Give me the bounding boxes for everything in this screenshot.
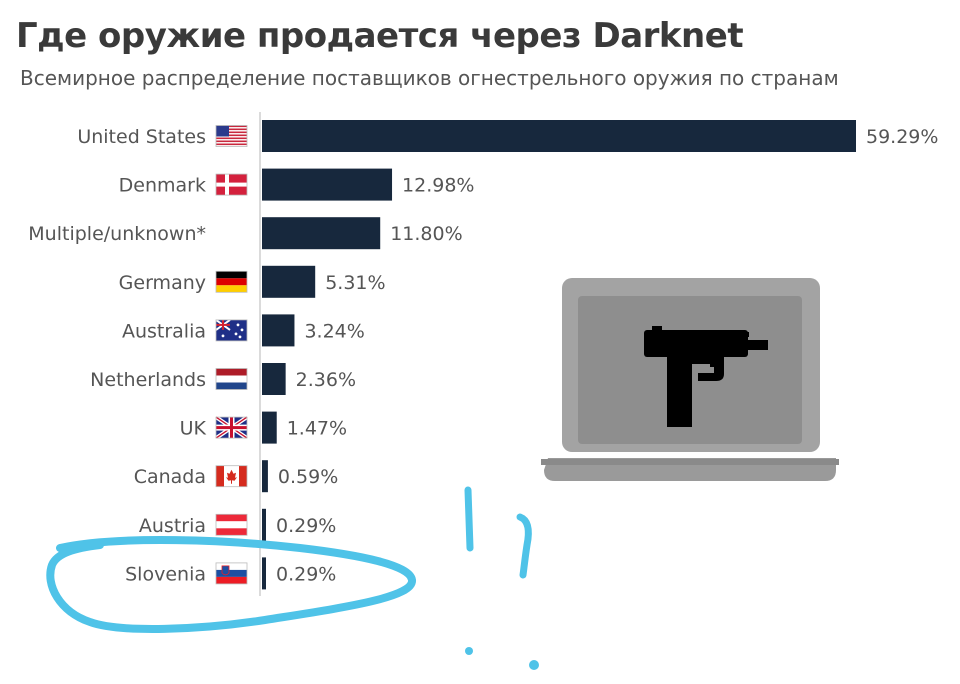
bar-denmark (262, 168, 393, 201)
bar-united-states (262, 120, 856, 152)
category-label-netherlands: Netherlands (90, 369, 206, 391)
value-label-multiple-unknown: 11.80% (390, 223, 462, 245)
bar-uk (262, 411, 277, 444)
canada-flag-icon (215, 465, 248, 488)
category-label-canada: Canada (134, 466, 206, 488)
bar-austria (262, 508, 266, 541)
germany-flag-icon (215, 270, 248, 293)
value-label-canada: 0.59% (278, 466, 338, 488)
category-label-multiple-unknown: Multiple/unknown* (28, 223, 206, 245)
value-label-austria: 0.29% (276, 515, 336, 537)
value-label-denmark: 12.98% (402, 175, 474, 197)
bar-slovenia (262, 557, 266, 590)
bar-australia (262, 314, 295, 347)
value-label-netherlands: 2.36% (296, 369, 356, 391)
slovenia-flag-icon (215, 562, 248, 585)
category-label-australia: Australia (122, 320, 206, 342)
bar-canada (262, 460, 268, 493)
value-label-slovenia: 0.29% (276, 563, 336, 585)
category-label-germany: Germany (119, 272, 206, 294)
chart-subtitle: Всемирное распределение поставщиков огне… (20, 66, 839, 90)
category-label-austria: Austria (139, 515, 206, 537)
value-label-australia: 3.24% (304, 320, 364, 342)
category-label-united-states: United States (77, 126, 206, 148)
uk-flag-icon (214, 415, 249, 440)
australia-flag-icon (215, 319, 248, 342)
category-label-slovenia: Slovenia (125, 563, 206, 585)
denmark-flag-icon (215, 173, 248, 196)
austria-flag-icon (215, 513, 248, 536)
bar-netherlands (262, 363, 286, 395)
us-flag-icon (215, 125, 248, 147)
category-label-denmark: Denmark (119, 175, 206, 197)
bar-germany (262, 265, 316, 298)
netherlands-flag-icon (215, 368, 248, 390)
value-label-uk: 1.47% (287, 418, 347, 440)
bar-multiple-unknown (262, 217, 381, 250)
chart-title: Где оружие продается через Darknet (16, 16, 744, 56)
category-label-uk: UK (180, 418, 207, 440)
value-label-united-states: 59.29% (866, 126, 938, 148)
value-label-germany: 5.31% (325, 272, 385, 294)
